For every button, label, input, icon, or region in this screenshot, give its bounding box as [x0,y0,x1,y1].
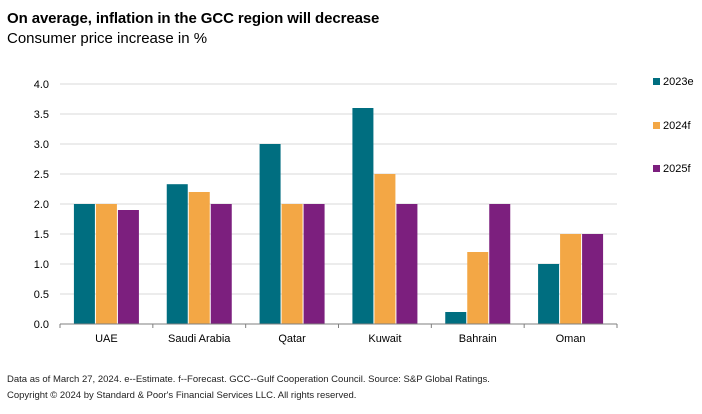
bar-2025f-qatar [303,204,325,324]
y-tick-label: 4.0 [34,79,49,91]
bar-2023e-bahrain [445,312,467,324]
x-axis: UAE Saudi Arabia Qatar Kuwait Bahrain Oman [59,323,618,345]
footnote-copyright: Copyright © 2024 by Standard & Poor's Fi… [7,390,357,401]
bar-2024f-saudi-arabia [188,192,210,324]
gridlines [60,83,617,295]
y-tick-label: 2.0 [34,199,49,211]
x-tick-label: UAE [95,333,118,345]
legend: 2023e 2024f 2025f [653,76,694,175]
bar-2025f-uae [117,210,139,324]
bar-2024f-uae [95,204,117,324]
y-tick-label: 2.5 [34,169,49,181]
legend-label-2024f: 2024f [663,120,691,132]
bar-2023e-kuwait [352,108,374,324]
y-tick-label: 0.0 [34,319,49,331]
legend-label-2025f: 2025f [663,163,691,175]
y-tick-label: 0.5 [34,289,49,301]
x-tick-label: Saudi Arabia [168,333,231,345]
bar-2024f-oman [560,234,582,324]
bar-2025f-oman [582,234,604,324]
legend-swatch-2025f [653,165,660,172]
legend-label-2023e: 2023e [663,76,694,88]
bar-2025f-bahrain [489,204,511,324]
footnote-source: Data as of March 27, 2024. e--Estimate. … [7,374,490,385]
y-tick-label: 1.5 [34,229,49,241]
bar-2023e-uae [73,204,95,324]
x-tick-label: Kuwait [368,333,401,345]
x-tick-label: Oman [556,333,586,345]
legend-swatch-2024f [653,122,660,129]
y-tick-label: 3.0 [34,139,49,151]
bar-2025f-kuwait [396,204,418,324]
x-tick-label: Qatar [278,333,306,345]
bar-2024f-kuwait [374,174,396,324]
y-tick-label: 3.5 [34,109,49,121]
bar-2023e-oman [538,264,560,324]
chart-subtitle: Consumer price increase in % [7,30,208,47]
bar-2024f-qatar [281,204,303,324]
bars [73,108,604,324]
legend-swatch-2023e [653,78,660,85]
y-tick-label: 1.0 [34,259,49,271]
bar-2023e-saudi-arabia [166,184,188,324]
chart-title: On average, inflation in the GCC region … [7,10,380,27]
x-tick-label: Bahrain [459,333,497,345]
bar-2024f-bahrain [467,252,489,324]
bar-2023e-qatar [259,144,281,324]
y-axis-ticks: 0.0 0.5 1.0 1.5 2.0 2.5 3.0 3.5 4.0 [34,79,49,331]
bar-2025f-saudi-arabia [210,204,232,324]
